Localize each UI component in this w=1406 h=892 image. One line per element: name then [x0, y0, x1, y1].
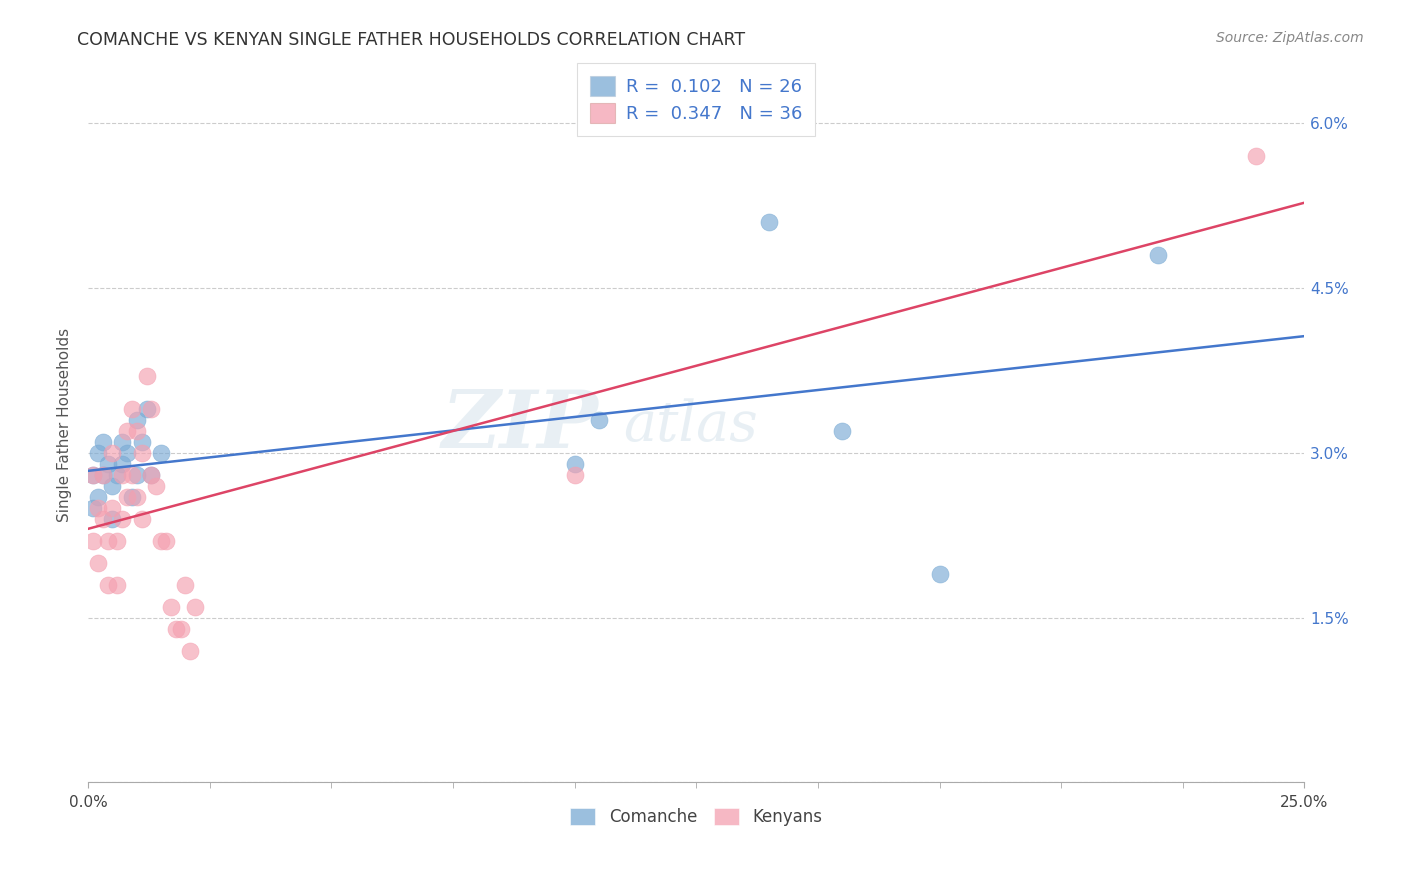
Point: [111, 467, 134, 482]
Point: [87, 556, 110, 570]
Point: [131, 512, 153, 526]
Point: [141, 401, 163, 416]
Point: [91, 467, 114, 482]
Point: [831, 424, 853, 438]
Text: Source: ZipAtlas.com: Source: ZipAtlas.com: [1216, 31, 1364, 45]
Y-axis label: Single Father Households: Single Father Households: [58, 328, 72, 523]
Point: [101, 479, 124, 493]
Point: [150, 533, 173, 548]
Point: [135, 369, 157, 384]
Point: [97, 457, 120, 471]
Point: [135, 401, 157, 416]
Point: [91, 434, 114, 449]
Point: [105, 577, 128, 591]
Point: [150, 446, 173, 460]
Point: [115, 424, 138, 438]
Point: [564, 467, 586, 482]
Point: [1244, 149, 1267, 163]
Point: [125, 467, 148, 482]
Point: [121, 490, 143, 504]
Point: [105, 467, 128, 482]
Point: [91, 512, 114, 526]
Point: [115, 490, 138, 504]
Point: [111, 512, 134, 526]
Point: [928, 566, 950, 581]
Legend: Comanche, Kenyans: Comanche, Kenyans: [562, 800, 831, 835]
Point: [125, 413, 148, 427]
Point: [105, 533, 128, 548]
Point: [87, 490, 110, 504]
Point: [169, 622, 191, 636]
Point: [160, 599, 183, 614]
Point: [97, 577, 120, 591]
Point: [758, 215, 780, 229]
Point: [87, 500, 110, 515]
Point: [82, 500, 104, 515]
Point: [111, 434, 134, 449]
Text: atlas: atlas: [623, 398, 758, 453]
Point: [141, 467, 163, 482]
Point: [155, 533, 177, 548]
Point: [121, 467, 143, 482]
Point: [101, 446, 124, 460]
Point: [165, 622, 187, 636]
Point: [184, 599, 207, 614]
Point: [87, 446, 110, 460]
Point: [588, 413, 610, 427]
Point: [1147, 248, 1170, 262]
Point: [82, 467, 104, 482]
Point: [121, 401, 143, 416]
Point: [145, 479, 167, 493]
Point: [174, 577, 197, 591]
Point: [179, 643, 201, 657]
Point: [125, 490, 148, 504]
Point: [82, 467, 104, 482]
Point: [131, 446, 153, 460]
Point: [97, 533, 120, 548]
Point: [91, 467, 114, 482]
Point: [111, 457, 134, 471]
Point: [125, 424, 148, 438]
Text: ZIP: ZIP: [441, 387, 599, 464]
Point: [564, 457, 586, 471]
Point: [141, 467, 163, 482]
Point: [115, 446, 138, 460]
Text: COMANCHE VS KENYAN SINGLE FATHER HOUSEHOLDS CORRELATION CHART: COMANCHE VS KENYAN SINGLE FATHER HOUSEHO…: [77, 31, 745, 49]
Point: [101, 512, 124, 526]
Point: [131, 434, 153, 449]
Point: [82, 533, 104, 548]
Point: [101, 500, 124, 515]
